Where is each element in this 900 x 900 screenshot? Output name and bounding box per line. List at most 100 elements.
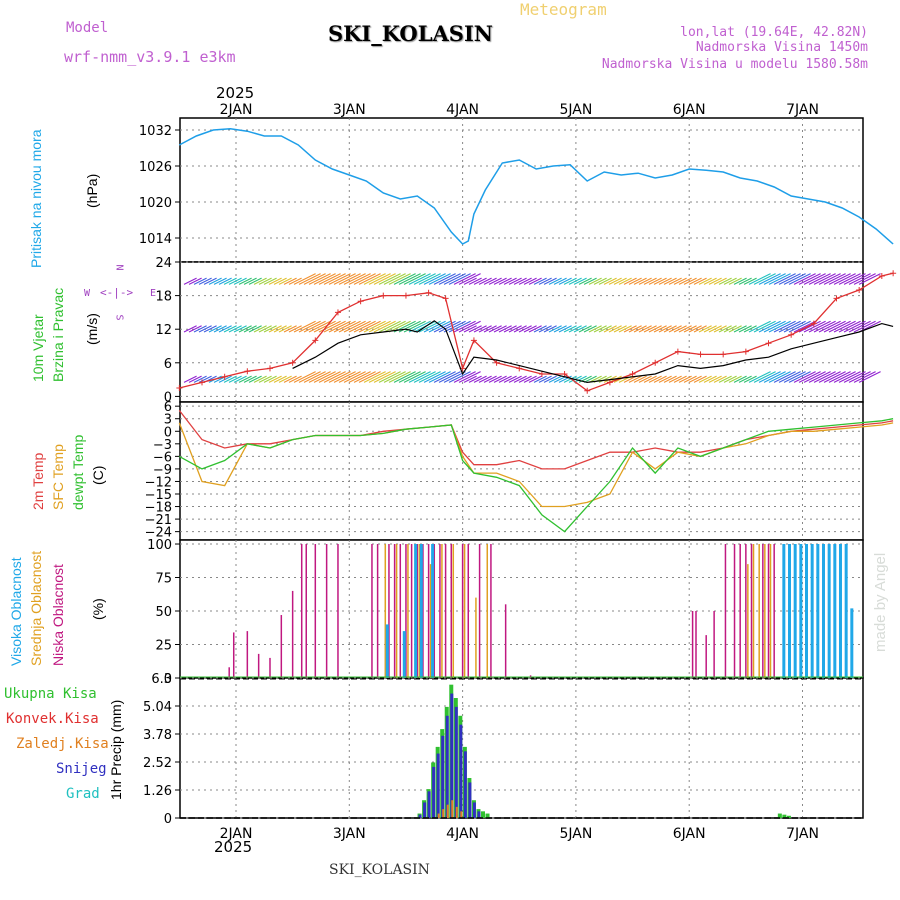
wind-barb [218,325,232,333]
wind-barb [708,277,722,285]
precip-bar [454,706,458,818]
wind-barb [763,371,786,383]
temp-line-2 [178,418,894,533]
wind-barb [813,320,836,333]
wind-speed-marker [606,379,613,386]
precip-bar [437,813,440,818]
wind-barb [328,320,351,333]
wind-barb [488,277,502,285]
wind-barb [698,375,712,383]
wind-barb [643,277,657,285]
wind-barb [858,371,881,383]
wind-barb [838,273,861,285]
wind-barb [193,375,207,383]
wind-barb [313,371,336,383]
wind-unit: (m/s) [84,313,100,345]
wind-barb [323,273,346,285]
wind-barb [668,375,682,383]
wind-barb [828,320,851,333]
wind-speed-marker [561,371,568,377]
precip-bar [782,814,787,818]
wind-barb [673,375,687,383]
wind-barb [798,273,821,285]
time-label-top: 3JAN [333,102,366,118]
wind-barb [773,273,796,285]
model-label: Model [66,20,109,36]
wind-rose-s: S [113,314,125,321]
wind-barb [228,277,242,285]
wind-barb [683,277,697,285]
wind-barb [518,375,532,383]
wind-barb [803,371,826,383]
wind-barb [258,325,272,333]
wind-speed-marker [312,337,319,344]
wind-barb [533,375,547,383]
wind-barb [243,325,257,333]
wind-barb [653,325,667,333]
precip-bar [463,751,467,818]
wind-barb [723,375,737,383]
wind-barb [463,375,477,383]
wind-barb [363,273,386,285]
wind-barb [298,320,321,333]
wind-barb [513,375,527,383]
wind-barb [778,320,801,333]
precip-bar [455,806,458,818]
wind-barb [388,273,411,285]
y-tick-label: −3 [153,438,172,453]
wind-speed-marker [720,351,727,358]
wind-barb [483,277,497,285]
wind-barb [423,320,446,333]
wind-barb [713,375,727,383]
wind-barb [343,320,366,333]
wind-barb [243,375,257,383]
wind-barb [578,277,592,285]
wind-barb [778,273,801,285]
wind-barb [678,375,692,383]
wind-barb [718,277,732,285]
wind-barb [268,375,282,383]
wind-speed-marker [470,337,477,344]
wind-barb [658,325,672,333]
wind-barb [303,371,326,383]
wind-barb [363,320,386,333]
precip-bar [441,735,445,818]
wind-barb [818,371,841,383]
y-tick-label: 0 [164,812,172,827]
wind-speed-marker [266,365,273,372]
wind-barb [323,320,346,333]
wind-barb [628,325,642,333]
wind-rose-e: E [150,288,157,299]
precip-ylabel: 1hr Precip (mm) [108,699,124,800]
y-tick-label: 6.3 [151,672,172,687]
y-tick-label: 18 [155,290,172,305]
precip-bar [485,813,490,818]
wind-barb [563,277,577,285]
wind-barb [633,325,647,333]
wind-barb [318,371,341,383]
wind-barb [783,320,806,333]
wind-barb [483,375,497,383]
wind-barb [208,277,222,285]
wind-barb [608,325,622,333]
wind-barb [463,277,477,285]
wind-barb [488,375,502,383]
wind-barb [268,277,282,285]
wind-barb [738,325,752,333]
wind-barb [773,371,796,383]
panel-frame [179,539,864,679]
cloud-ylabel-c: Niska Oblacnost [50,564,66,666]
precip-bar [777,813,782,818]
wind-barb [593,325,607,333]
wind-barb [408,273,431,285]
wind-barb [218,277,232,285]
wind-speed-marker [380,292,387,299]
wind-barb [628,277,642,285]
wind-barb [638,277,652,285]
wind-barb [223,325,237,333]
wind-barb [223,375,237,383]
precip-bar [427,791,431,818]
wind-barb [693,375,707,383]
y-tick-label: 1032 [139,124,172,139]
precip-bar [472,802,476,818]
